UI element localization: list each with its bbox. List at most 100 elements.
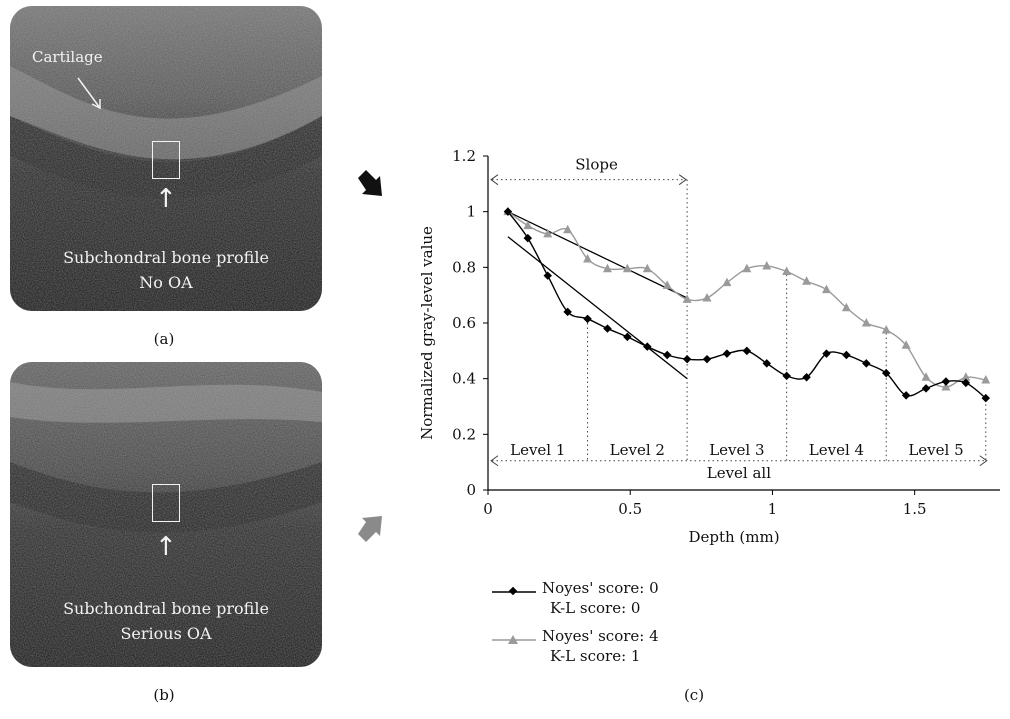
arrow-up-icon: ↑: [155, 532, 177, 562]
y-tick-label: 1.2: [452, 147, 476, 165]
legend-label: Noyes' score: 4: [542, 627, 659, 645]
roi-box: [152, 484, 180, 522]
caption-a: (a): [153, 330, 175, 348]
legend-swatch-diamond: [492, 586, 536, 596]
data-point-diamond: [941, 377, 951, 386]
data-point-diamond: [722, 349, 732, 358]
legend-label: Noyes' score: 0: [542, 579, 659, 597]
data-point-diamond: [682, 354, 692, 364]
data-point-diamond: [762, 359, 771, 368]
data-point-diamond: [643, 342, 652, 351]
data-point-triangle: [523, 220, 533, 230]
ultrasound-texture: [10, 362, 322, 667]
y-tick-label: 0.2: [452, 425, 476, 443]
data-point-triangle: [702, 292, 712, 302]
data-point-diamond: [981, 393, 991, 403]
data-point-triangle: [881, 324, 891, 334]
data-point-triangle: [802, 276, 812, 285]
legend-sublabel: K-L score: 1: [550, 647, 641, 665]
slope-arrow-head-right: [678, 174, 687, 186]
x-tick-label: 0: [483, 500, 493, 518]
data-point-triangle: [682, 294, 692, 303]
x-tick-label: 0.5: [618, 500, 642, 518]
profile-label: Subchondral bone profile: [63, 248, 269, 267]
data-point-triangle: [622, 263, 632, 273]
data-point-triangle: [662, 280, 672, 289]
y-tick-label: 1: [466, 203, 476, 221]
data-point-triangle: [981, 375, 991, 384]
level-label-3: Level 3: [709, 441, 764, 459]
caption-c: (c): [683, 686, 705, 704]
data-point-triangle: [722, 277, 732, 287]
data-point-triangle: [861, 318, 871, 327]
y-axis-label: Normalized gray-level value: [418, 226, 436, 440]
ultrasound-image-no-oa: Cartilage ↑ Subchondral bone profile No …: [10, 6, 322, 311]
data-point-diamond: [901, 391, 911, 400]
roi-box: [152, 141, 180, 179]
oa-status-label: No OA: [139, 273, 193, 292]
data-point-diamond: [802, 373, 811, 382]
oa-status-label: Serious OA: [120, 624, 212, 643]
arrow-down-right-icon: [358, 170, 382, 196]
x-axis-label: Depth (mm): [688, 528, 779, 546]
data-point-diamond: [921, 384, 931, 393]
caption-b: (b): [153, 686, 175, 704]
y-tick-label: 0.6: [452, 314, 476, 332]
x-tick-label: 1: [768, 500, 778, 518]
data-point-triangle: [821, 284, 831, 294]
y-tick-label: 0.4: [452, 370, 476, 388]
data-point-diamond: [563, 307, 572, 317]
data-point-triangle: [602, 263, 612, 273]
level-all-arrow-head-right: [979, 455, 988, 467]
data-point-triangle: [583, 253, 593, 263]
series-line-noyes-0: [507, 211, 987, 399]
data-point-triangle: [563, 224, 573, 234]
profile-label: Subchondral bone profile: [63, 599, 269, 618]
data-point-diamond: [881, 368, 891, 378]
data-point-diamond: [603, 324, 612, 333]
data-point-diamond: [623, 332, 632, 342]
slope-arrow-head-left: [490, 174, 499, 186]
gray-level-line-chart: 0 0.2 0.4 0.6 0.8 1 1.2 0 0.5 1 1.5 Depth (mm) Norma…: [418, 147, 1000, 546]
data-point-diamond: [842, 350, 851, 360]
data-point-diamond: [862, 359, 871, 368]
data-point-triangle: [642, 263, 652, 273]
trend-line-1: [507, 211, 688, 299]
data-point-triangle: [941, 382, 951, 391]
data-point-diamond: [583, 314, 592, 324]
data-point-triangle: [782, 266, 792, 276]
level-all-label: Level all: [707, 464, 771, 482]
y-tick-label: 0: [466, 481, 476, 499]
data-point-diamond: [742, 346, 752, 356]
data-point-triangle: [841, 302, 851, 312]
data-point-triangle: [543, 228, 553, 238]
cartilage-label: Cartilage: [32, 48, 103, 66]
level-all-arrow-head-left: [490, 455, 499, 467]
cartilage-pointer-arrow: [77, 77, 101, 110]
slope-label: Slope: [575, 156, 618, 174]
legend-swatch-triangle: [492, 635, 536, 644]
y-tick-label: 0.8: [452, 258, 476, 276]
data-point-triangle: [921, 372, 931, 381]
ultrasound-texture: [10, 6, 322, 311]
data-point-triangle: [762, 260, 772, 270]
legend-sublabel: K-L score: 0: [550, 599, 641, 617]
data-point-diamond: [503, 207, 513, 216]
x-tick-label: 1.5: [903, 500, 927, 518]
data-point-triangle: [961, 372, 971, 381]
data-point-diamond: [543, 271, 552, 280]
data-point-diamond: [523, 233, 533, 243]
level-label-2: Level 2: [610, 441, 665, 459]
level-label-4: Level 4: [809, 441, 864, 459]
data-point-diamond: [822, 349, 831, 358]
arrow-up-icon: ↑: [155, 184, 177, 214]
trend-line-2: [507, 236, 688, 380]
data-point-diamond: [782, 371, 791, 381]
level-label-5: Level 5: [908, 441, 963, 459]
series-line-noyes-4: [507, 211, 986, 388]
data-point-diamond: [702, 354, 712, 364]
data-point-triangle: [901, 340, 911, 349]
arrow-up-right-icon: [358, 516, 382, 542]
data-point-triangle: [742, 263, 752, 273]
level-label-1: Level 1: [510, 441, 565, 459]
